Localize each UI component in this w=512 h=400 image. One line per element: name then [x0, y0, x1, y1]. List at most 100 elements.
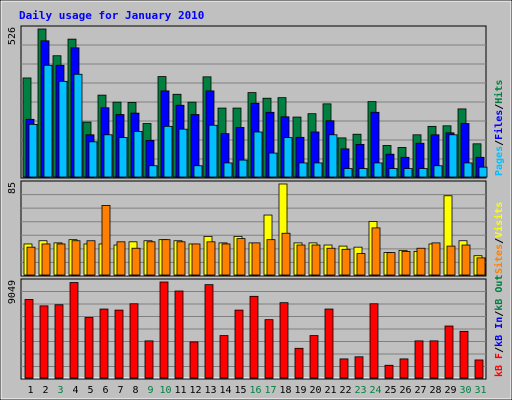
- x-tick-label-1: 1: [27, 385, 33, 396]
- bar-sites-1: [26, 246, 36, 276]
- x-tick-label-15: 15: [234, 385, 246, 396]
- bar-pages-15: [238, 159, 248, 178]
- bar-sites-25: [386, 252, 396, 276]
- x-tick-label-23: 23: [354, 385, 366, 396]
- bar-kb-f-31: [474, 359, 484, 379]
- legend-separator: /: [494, 104, 505, 110]
- x-tick-label-4: 4: [72, 385, 78, 396]
- day-axis: 1 2 3 4 5 6 7 8 9 10 11 12 13 14 15 16 17 18 19 20 21 22 23 24 2…: [27, 385, 486, 396]
- x-tick-label-14: 14: [219, 385, 231, 396]
- legend-text: kB F/kB In/kB Out: [494, 275, 505, 377]
- bar-pages-30: [463, 162, 473, 178]
- bar-pages-29: [448, 134, 458, 178]
- x-tick-label-31: 31: [474, 385, 486, 396]
- bar-sites-12: [191, 243, 201, 276]
- bar-pages-25: [388, 168, 398, 178]
- legend-entry: /: [494, 238, 505, 244]
- x-tick-label-21: 21: [324, 385, 336, 396]
- legend: kB F/kB In/kB Out: [494, 275, 505, 377]
- bar-kb-f-20: [309, 335, 319, 379]
- bar-sites-21: [326, 247, 336, 276]
- chart-title: Daily usage for January 2010: [19, 9, 204, 22]
- y-max-label: 526: [7, 27, 18, 45]
- bar-pages-9: [148, 165, 158, 178]
- bar-sites-28: [431, 242, 441, 276]
- legend: Pages/Files/Hits: [493, 80, 505, 176]
- bar-kb-f-21: [324, 308, 334, 379]
- bar-pages-2: [43, 64, 53, 178]
- bar-kb-f-24: [369, 303, 379, 379]
- bar-pages-17: [268, 152, 278, 178]
- x-tick-label-8: 8: [132, 385, 138, 396]
- x-tick-label-13: 13: [204, 385, 216, 396]
- bar-sites-7: [116, 241, 126, 276]
- bar-kb-f-9: [144, 340, 154, 379]
- bar-kb-f-16: [249, 295, 259, 379]
- x-tick-label-6: 6: [102, 385, 108, 396]
- bar-pages-31: [478, 166, 488, 178]
- bar-sites-8: [131, 247, 141, 276]
- legend: Sites/Visits: [493, 202, 505, 274]
- x-tick-label-22: 22: [339, 385, 351, 396]
- bar-pages-28: [433, 165, 443, 178]
- legend-entry: kB Out: [494, 275, 505, 311]
- bar-kb-f-8: [129, 303, 139, 379]
- bar-kb-f-23: [354, 356, 364, 379]
- bar-pages-21: [328, 134, 338, 178]
- x-tick-label-25: 25: [384, 385, 396, 396]
- bar-pages-20: [313, 162, 323, 178]
- legend-separator: /: [494, 140, 505, 146]
- bar-pages-7: [118, 137, 128, 178]
- bar-sites-17: [266, 239, 276, 276]
- x-tick-label-11: 11: [174, 385, 186, 396]
- bar-sites-6: [101, 205, 111, 276]
- bar-pages-6: [103, 134, 113, 178]
- x-tick-label-29: 29: [444, 385, 456, 396]
- bar-sites-3: [56, 243, 66, 276]
- bar-sites-14: [221, 243, 231, 276]
- bar-sites-31: [476, 257, 486, 276]
- x-tick-label-10: 10: [159, 385, 171, 396]
- bar-kb-f-6: [99, 308, 109, 379]
- bar-sites-4: [71, 240, 81, 276]
- bar-sites-11: [176, 241, 186, 276]
- bar-kb-f-25: [384, 364, 394, 379]
- legend-entry: Visits: [493, 202, 505, 238]
- legend-entry: kB F: [494, 353, 505, 377]
- bar-sites-29: [446, 245, 456, 276]
- bar-pages-26: [403, 168, 413, 178]
- x-tick-label-18: 18: [279, 385, 291, 396]
- bar-pages-19: [298, 162, 308, 178]
- bar-pages-16: [253, 131, 263, 178]
- bar-pages-27: [418, 168, 428, 178]
- bar-kb-f-11: [174, 290, 184, 379]
- bar-sites-9: [146, 241, 156, 276]
- x-tick-label-24: 24: [369, 385, 381, 396]
- bar-pages-4: [73, 73, 83, 178]
- bar-sites-15: [236, 238, 246, 276]
- bar-pages-5: [88, 141, 98, 178]
- x-tick-label-20: 20: [309, 385, 321, 396]
- bar-kb-f-17: [264, 319, 274, 379]
- bar-sites-10: [161, 239, 171, 276]
- x-tick-label-5: 5: [87, 385, 93, 396]
- x-tick-label-28: 28: [429, 385, 441, 396]
- bar-pages-10: [163, 125, 173, 178]
- legend-entry: /: [494, 311, 505, 317]
- bar-pages-22: [343, 168, 353, 178]
- bar-kb-f-27: [414, 340, 424, 379]
- bar-kb-f-12: [189, 341, 199, 379]
- bar-pages-11: [178, 128, 188, 178]
- legend-entry: Hits: [493, 80, 505, 104]
- bar-kb-f-26: [399, 358, 409, 379]
- bar-pages-8: [133, 131, 143, 178]
- x-tick-label-3: 3: [57, 385, 63, 396]
- bar-sites-22: [341, 248, 351, 276]
- x-tick-label-12: 12: [189, 385, 201, 396]
- bar-kb-f-14: [219, 335, 229, 379]
- legend-entry: Files: [493, 110, 505, 140]
- legend-entry: Sites: [493, 244, 505, 274]
- bar-pages-3: [58, 80, 68, 178]
